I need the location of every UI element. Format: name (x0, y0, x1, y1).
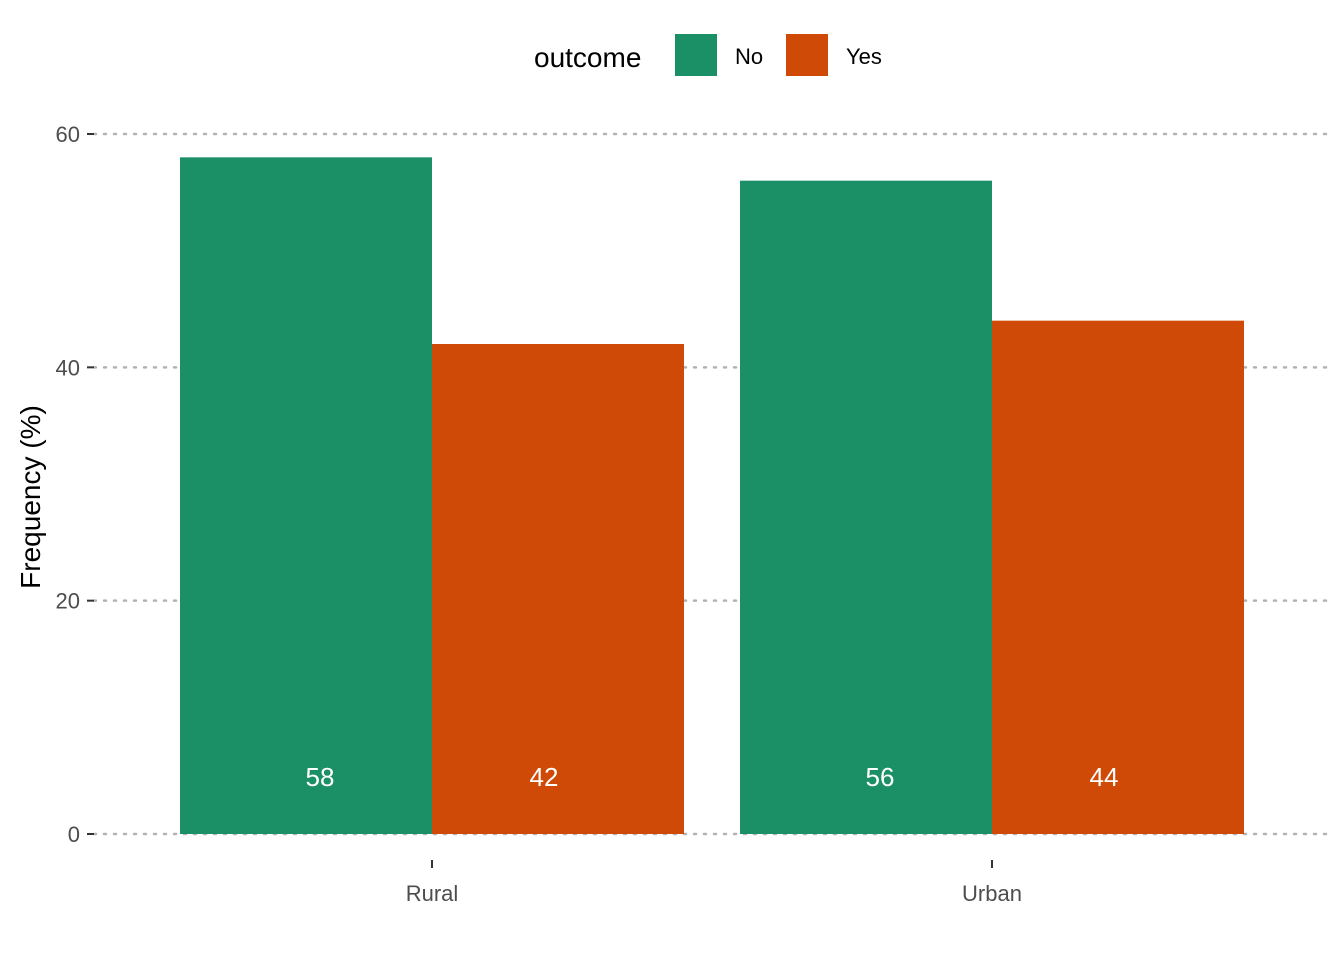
legend-key-yes (786, 34, 828, 76)
data-label-urban-no: 56 (866, 762, 895, 792)
data-labels: 58 42 56 44 (306, 762, 1119, 792)
data-label-rural-yes: 42 (530, 762, 559, 792)
data-label-urban-yes: 44 (1090, 762, 1119, 792)
bar-rural-no (180, 157, 432, 835)
axes: 0 20 40 60 Rural Urban (56, 122, 1022, 906)
legend-items: No Yes (675, 34, 882, 76)
legend-key-no (675, 34, 717, 76)
legend-title: outcome (534, 42, 641, 73)
y-axis-title: Frequency (%) (15, 405, 46, 589)
y-tick-label: 20 (56, 589, 80, 614)
y-tick-label: 60 (56, 122, 80, 147)
bars (180, 157, 1244, 835)
bar-urban-no (740, 180, 992, 834)
legend: outcome No Yes (534, 34, 882, 76)
legend-label-no: No (735, 44, 763, 69)
x-tick-label: Rural (406, 881, 459, 906)
data-label-rural-no: 58 (306, 762, 335, 792)
x-tick-label: Urban (962, 881, 1022, 906)
y-tick-label: 0 (68, 822, 80, 847)
bar-rural-yes (432, 344, 684, 834)
bar-urban-yes (992, 320, 1244, 835)
legend-label-yes: Yes (846, 44, 882, 69)
y-tick-label: 40 (56, 355, 80, 380)
